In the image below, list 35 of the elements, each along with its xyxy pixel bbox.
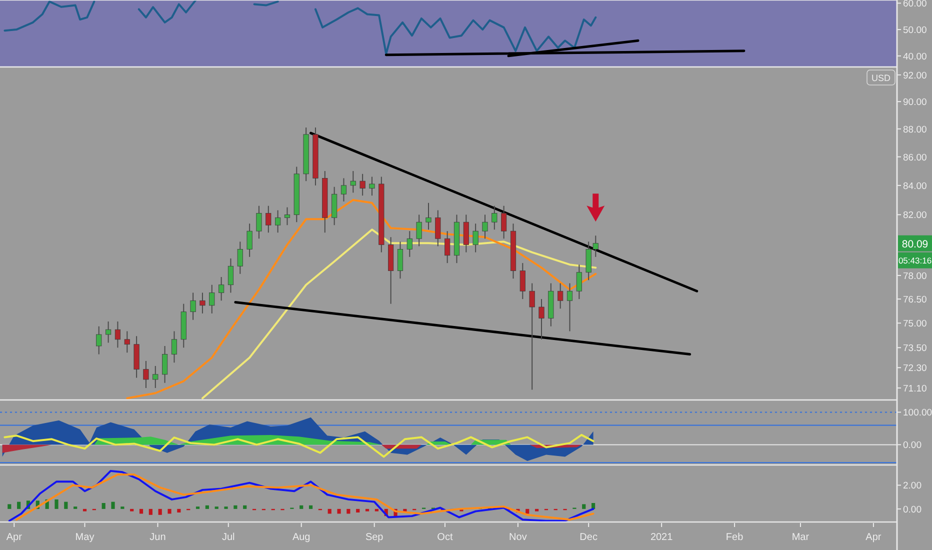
x-tick-label: 2021 [650,532,674,543]
y-tick-label: 73.50 [903,343,927,354]
annotation: USD [871,73,891,83]
y-tick-label: 0.00 [903,440,922,452]
x-tick-label: Feb [726,532,744,543]
x-tick-label: Dec [580,532,598,543]
y-tick-label: 88.00 [903,124,927,136]
y-tick-label: 72.30 [903,363,927,374]
y-tick-label: 76.50 [903,294,927,306]
text: 80.09 [902,238,928,250]
y-tick-label: 84.00 [903,180,927,192]
y-tick-label: 40.00 [903,51,927,62]
y-tick-label: 50.00 [903,25,927,36]
x-tick-label: Apr [6,532,23,543]
x-tick-label: Sep [365,532,384,543]
x-tick-label: Jul [222,532,235,543]
x-tick-label: Aug [292,532,310,543]
x-tick-label: May [75,532,94,543]
y-tick-label: 78.00 [903,270,927,282]
y-tick-label: 2.00 [903,480,922,492]
y-tick-label: 86.00 [903,152,927,164]
y-tick-label: 82.00 [903,210,927,222]
y-tick-label: 0.00 [903,504,922,516]
x-tick-label: Oct [437,532,453,543]
x-tick-label: Mar [792,532,810,543]
y-tick-label: 90.00 [903,97,927,108]
text: 05:43:16 [898,255,932,266]
y-tick-label: 75.00 [903,318,927,330]
y-tick-label: 60.00 [903,0,927,10]
y-tick-label: 92.00 [903,70,927,82]
y-tick-label: 71.10 [903,383,927,394]
x-tick-label: Apr [866,532,882,543]
x-tick-label: Jun [150,532,166,543]
y-tick-label: 100.00 [903,408,932,419]
x-tick-label: Nov [509,532,527,543]
